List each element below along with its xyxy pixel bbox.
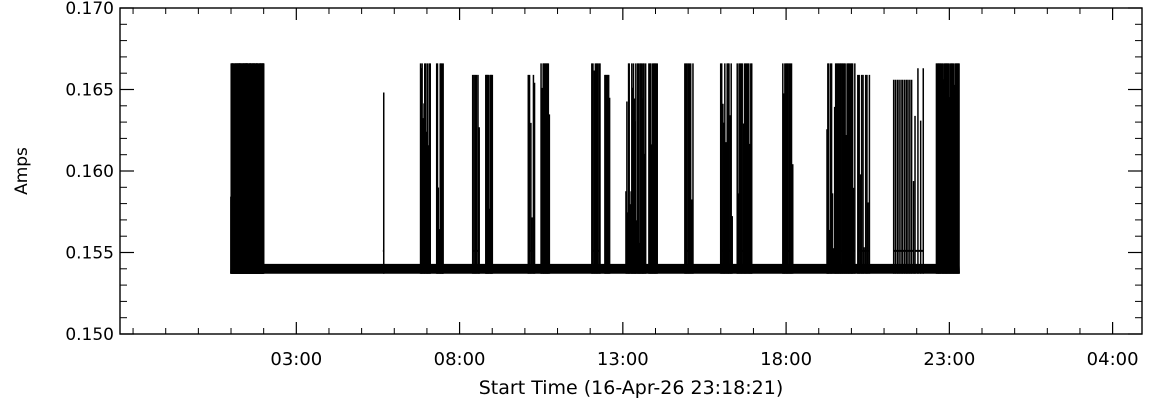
y-axis-label: Amps — [12, 147, 32, 195]
y-tick-label: 0.165 — [65, 81, 114, 101]
plot-frame — [119, 7, 1143, 335]
x-axis: 03:00 08:00 13:00 18:00 23:00 04:00 — [132, 8, 1139, 370]
y-tick-label: 0.150 — [65, 325, 114, 345]
x-tick-label: 08:00 — [434, 349, 486, 370]
x-axis-label: Start Time (16-Apr-26 23:18:21) — [479, 377, 784, 399]
y-tick-label: 0.155 — [65, 244, 114, 264]
y-tick-label: 0.160 — [65, 162, 114, 182]
y-axis: 0.150 0.155 0.160 0.165 0.170 — [65, 0, 1142, 345]
x-tick-label: 13:00 — [597, 349, 649, 370]
x-tick-label: 18:00 — [760, 349, 812, 370]
x-tick-label: 03:00 — [270, 349, 322, 370]
y-tick-label: 0.170 — [65, 0, 114, 19]
x-tick-label: 04:00 — [1087, 349, 1139, 370]
x-tick-label: 23:00 — [923, 349, 975, 370]
series-trace — [230, 63, 960, 274]
